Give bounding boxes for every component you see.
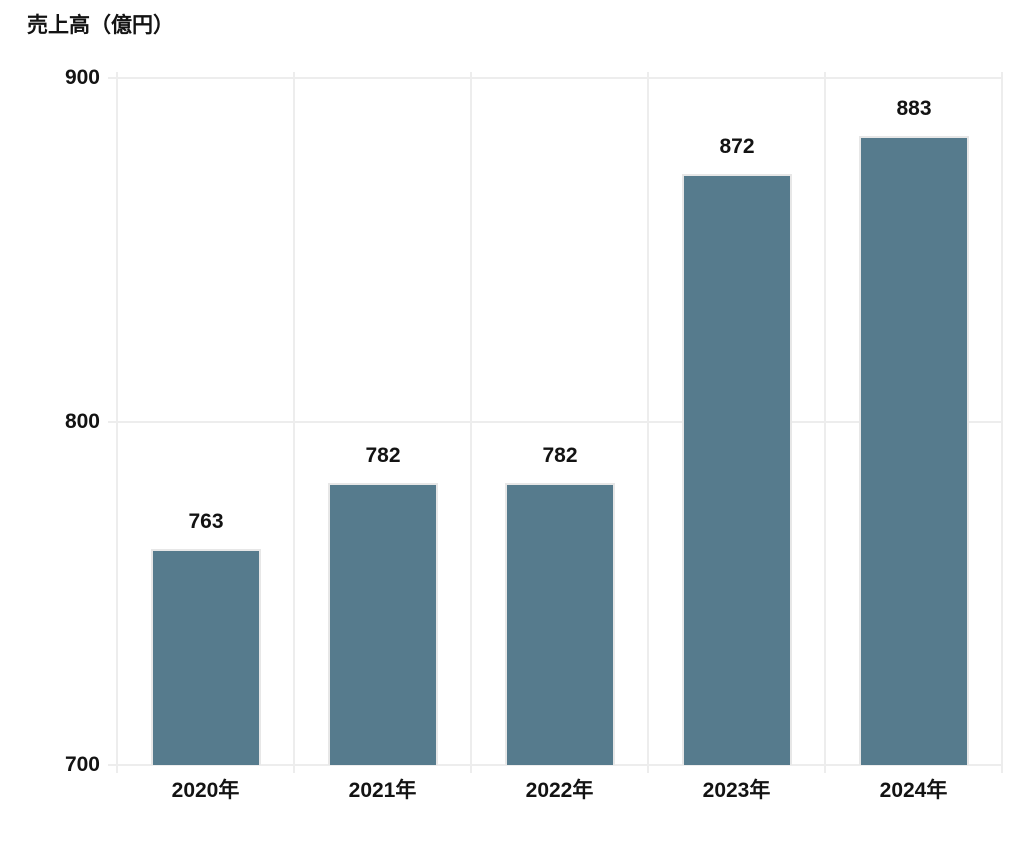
gridline-vertical bbox=[293, 72, 295, 773]
bar-value-label: 782 bbox=[542, 444, 578, 467]
x-tick-label: 2021年 bbox=[348, 779, 417, 802]
x-tick-label: 2020年 bbox=[171, 779, 240, 802]
bar-value-label: 872 bbox=[719, 135, 755, 158]
x-tick-label: 2024年 bbox=[879, 779, 948, 802]
gridline-vertical bbox=[647, 72, 649, 773]
bar-value-label: 763 bbox=[188, 510, 224, 533]
gridline-vertical bbox=[470, 72, 472, 773]
gridline-horizontal bbox=[108, 77, 1002, 79]
bar bbox=[682, 174, 792, 765]
bar-value-label: 782 bbox=[365, 444, 401, 467]
gridline-vertical bbox=[116, 72, 118, 773]
y-tick-label: 700 bbox=[64, 753, 100, 776]
gridline-vertical bbox=[824, 72, 826, 773]
bar bbox=[505, 483, 615, 765]
bar bbox=[328, 483, 438, 765]
gridline-vertical bbox=[1001, 72, 1003, 773]
y-tick-label: 800 bbox=[64, 409, 100, 433]
bar-value-label: 883 bbox=[896, 97, 932, 120]
gridline-horizontal bbox=[108, 764, 1002, 766]
gridline-horizontal bbox=[108, 420, 1002, 423]
y-tick-label: 900 bbox=[64, 66, 100, 89]
chart-title: 売上高（億円） bbox=[27, 14, 174, 37]
x-tick-label: 2023年 bbox=[702, 779, 771, 802]
bar bbox=[859, 136, 969, 765]
plot-area bbox=[108, 72, 1003, 773]
bar bbox=[151, 549, 261, 765]
x-tick-label: 2022年 bbox=[525, 779, 594, 802]
